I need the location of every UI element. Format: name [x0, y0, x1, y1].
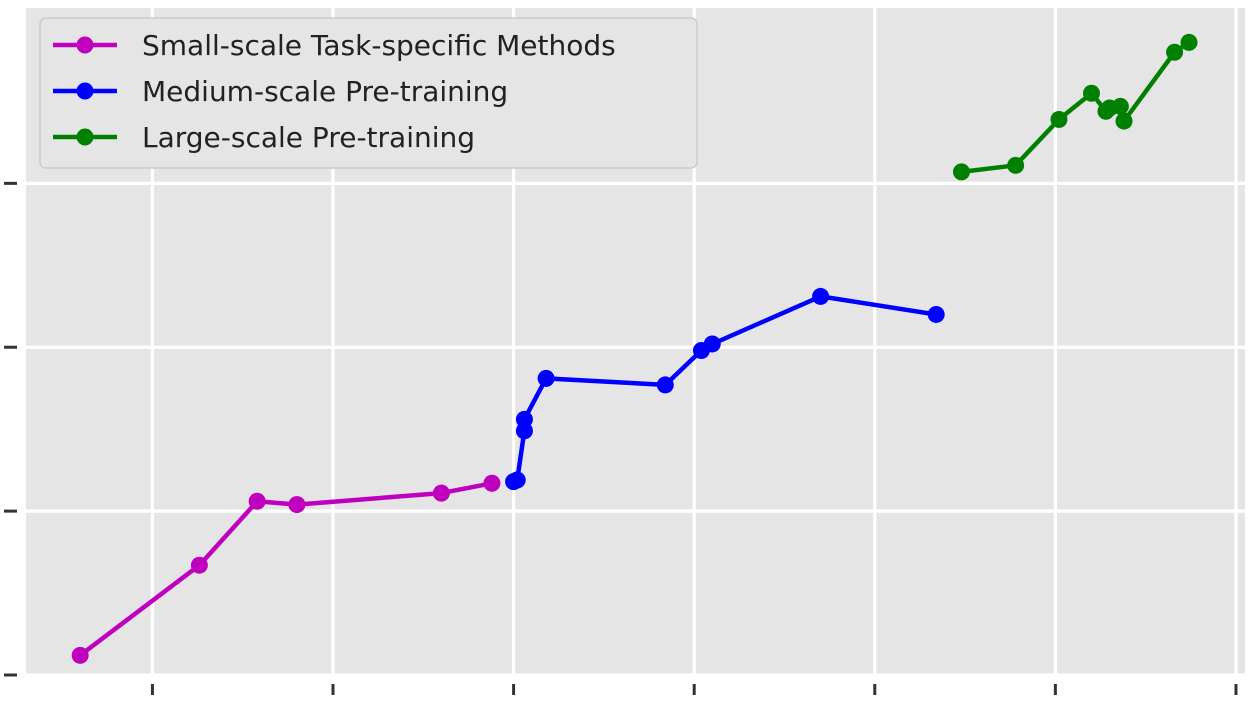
series-2: [505, 287, 945, 491]
data-point: [483, 474, 501, 492]
data-point: [952, 163, 970, 181]
series-1: [71, 474, 501, 664]
data-point: [190, 556, 208, 574]
data-point: [1115, 112, 1133, 130]
data-point: [1166, 43, 1184, 61]
legend-label-small-scale: Small-scale Task-specific Methods: [142, 29, 616, 62]
legend-entry-medium-scale: Medium-scale Pre-training: [53, 75, 508, 108]
series-3: [952, 33, 1198, 181]
legend: Small-scale Task-specific Methods Medium…: [39, 17, 698, 169]
data-point: [508, 471, 526, 489]
series-line: [512, 294, 937, 484]
data-point: [248, 492, 266, 510]
data-point: [515, 410, 533, 428]
legend-label-large-scale: Large-scale Pre-training: [142, 121, 475, 154]
data-point: [432, 484, 450, 502]
data-point: [1007, 156, 1025, 174]
data-point: [703, 335, 721, 353]
data-point: [1050, 110, 1068, 128]
data-point: [927, 305, 945, 323]
legend-box: [39, 17, 698, 169]
legend-marker-large-scale: [76, 128, 94, 146]
data-point: [1082, 84, 1100, 102]
axis-ticks: [4, 181, 1238, 695]
legend-marker-small-scale: [76, 36, 94, 54]
legend-marker-medium-scale: [76, 82, 94, 100]
legend-entry-small-scale: Small-scale Task-specific Methods: [53, 29, 616, 62]
series-line: [78, 481, 493, 658]
data-point: [71, 646, 89, 664]
data-point: [288, 496, 306, 514]
data-point: [537, 369, 555, 387]
series-layer: [71, 33, 1198, 664]
data-point: [1111, 97, 1129, 115]
data-point: [812, 287, 830, 305]
data-point: [1180, 33, 1198, 51]
legend-label-medium-scale: Medium-scale Pre-training: [142, 75, 508, 108]
legend-entry-large-scale: Large-scale Pre-training: [53, 121, 475, 154]
data-point: [656, 376, 674, 394]
